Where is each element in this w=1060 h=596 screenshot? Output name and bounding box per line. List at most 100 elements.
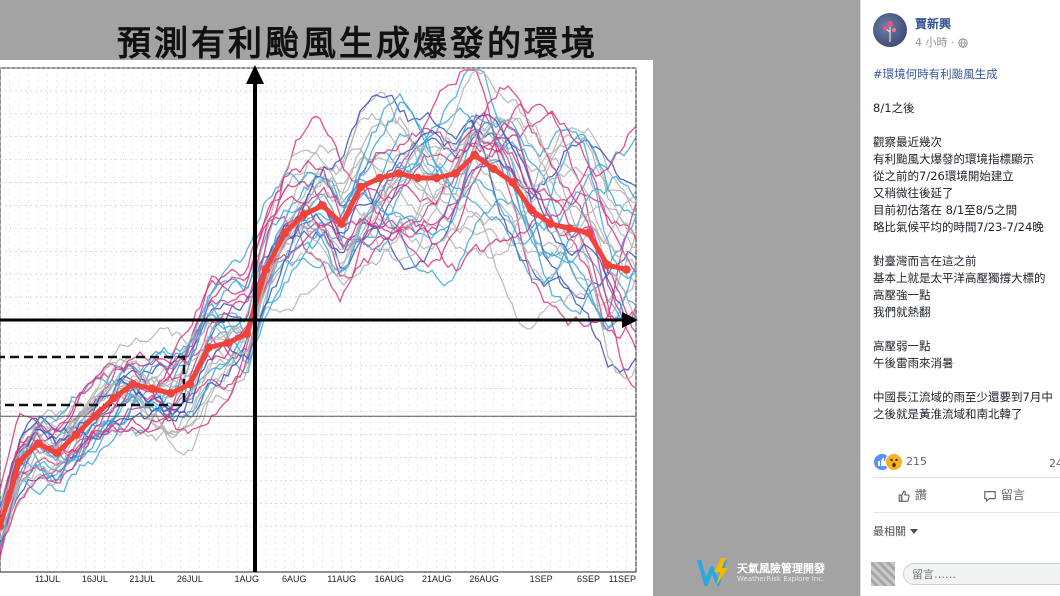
ensemble-mean-point (109, 393, 119, 403)
ensemble-member-line (0, 129, 637, 514)
brand-logo: 天氣風險管理開發 WeatherRisk Explore Inc. (697, 554, 857, 590)
ensemble-members (0, 69, 637, 558)
ensemble-member-line (0, 115, 637, 527)
comment-sort-dropdown[interactable]: 最相關 (873, 523, 918, 539)
x-tick-label: 1SEP (530, 574, 553, 584)
post-line: 從之前的7/26環境開始建立 (873, 169, 1014, 183)
comment-button[interactable]: 留言 (983, 486, 1025, 506)
post-line: 略比氣候平均的時間7/23-7/24晚 (873, 220, 1044, 234)
ensemble-mean-point (622, 265, 631, 274)
ensemble-mean-point (147, 384, 157, 393)
reactions-bar[interactable]: 215 24則 (873, 453, 1060, 471)
post-line: 基本上就是太平洋高壓獨撐大標的 (873, 271, 1046, 285)
post-line: 目前初估落在 8/1至8/5之間 (873, 203, 1018, 217)
post-line: 對臺灣而言在這之前 (873, 254, 977, 268)
ensemble-mean-point (489, 164, 498, 173)
x-tick-label: 26AUG (469, 574, 499, 584)
ensemble-mean-point (394, 169, 403, 178)
ensemble-member-line (0, 69, 637, 549)
ensemble-member-line (0, 85, 637, 512)
post-line: 觀察最近幾次 (873, 135, 942, 149)
ensemble-member-line (0, 132, 637, 529)
ensemble-member-line (0, 121, 637, 527)
x-tick-label: 21AUG (422, 574, 452, 584)
ensemble-member-line (0, 116, 637, 540)
ensemble-mean-point (71, 430, 81, 439)
x-tick-label: 21JUL (129, 574, 155, 584)
reaction-count[interactable]: 215 (906, 455, 927, 468)
ensemble-mean-point (185, 379, 195, 389)
ensemble-mean-point (52, 448, 62, 458)
x-tick-label: 11SEP (609, 574, 636, 584)
ensemble-mean-point (470, 150, 479, 160)
post-hashtag[interactable]: #環境何時有利颱風生成 (873, 67, 998, 81)
author-name[interactable]: 賈新興 (915, 17, 952, 31)
brand-subtitle: WeatherRisk Explore Inc. (737, 575, 825, 583)
ensemble-mean-point (565, 224, 574, 233)
globe-icon[interactable] (958, 38, 968, 48)
post-line: 8/1之後 (873, 101, 915, 115)
ensemble-mean-point (337, 219, 346, 228)
chart-panel: 11JUL 16JUL 21JUL 26JUL 1AUG 6AUG 11AUG 16AUG 21… (0, 60, 653, 596)
post-line: 我們就熱翻 (873, 305, 931, 319)
divider (873, 477, 1060, 478)
ensemble-mean-point (204, 343, 213, 352)
like-label: 讚 (914, 488, 927, 502)
ensemble-member-line (0, 69, 637, 490)
ensemble-mean-point (318, 201, 327, 210)
ensemble-mean-point (527, 205, 536, 215)
ensemble-mean-point (451, 169, 460, 178)
ensemble-mean-line (0, 152, 628, 527)
post-line: 午後雷雨來消暑 (873, 356, 954, 370)
ensemble-mean-point (223, 338, 232, 348)
x-tick-labels: 11JUL 16JUL 21JUL 26JUL 1AUG 6AUG 11AUG 16AUG 21… (35, 574, 636, 584)
slide-title: 預測有利颱風生成爆發的環境 (117, 24, 598, 64)
post-line: 高壓強一點 (873, 288, 931, 302)
divider (873, 512, 1060, 513)
ensemble-mean-point (33, 439, 43, 448)
highlight-box (0, 355, 186, 407)
post-line (873, 372, 1060, 389)
meta-separator: · (951, 36, 958, 49)
ensemble-mean-point (546, 219, 555, 228)
ensemble-mean-point (299, 210, 308, 219)
x-tick-label: 1AUG (235, 574, 260, 584)
x-tick-label: 26JUL (177, 574, 203, 584)
ensemble-mean-point (14, 457, 24, 467)
post-line: 有利颱風大爆發的環境指標顯示 (873, 152, 1034, 166)
ensemble-mean-point (0, 522, 5, 531)
x-tick-label: 6SEP (577, 574, 600, 584)
comment-count[interactable]: 24則 (1049, 457, 1060, 470)
ensemble-member-line (0, 133, 637, 525)
ensemble-member-line (0, 139, 637, 547)
wow-reaction-icon (885, 453, 903, 471)
ensemble-member-line (0, 117, 637, 533)
ensemble-mean-point (242, 329, 251, 338)
ensemble-mean-series (0, 150, 631, 531)
post-line: 中國長江流域的雨至少還要到7月中 (873, 390, 1053, 404)
comment-sort-label: 最相關 (873, 525, 906, 538)
ensemble-mean-point (128, 379, 138, 389)
comment-bubble-icon (984, 490, 996, 502)
ensemble-mean-point (584, 228, 593, 238)
post-line (873, 83, 1060, 100)
ensemble-mean-point (356, 182, 365, 192)
post-line (873, 321, 1060, 338)
author-avatar[interactable] (873, 13, 907, 47)
ensemble-member-line (0, 126, 637, 551)
ensemble-mean-point (603, 260, 612, 270)
x-tick-label: 11AUG (327, 574, 356, 584)
plum-blossom-icon (882, 21, 896, 42)
thumbs-up-icon (898, 490, 910, 502)
post-timestamp[interactable]: 4 小時 · (915, 34, 968, 50)
ensemble-member-line (0, 144, 637, 528)
post-time[interactable]: 4 小時 (915, 36, 948, 49)
caret-down-icon (909, 529, 918, 534)
ensemble-member-line (0, 116, 637, 541)
ensemble-mean-point (90, 412, 100, 421)
x-tick-label: 16AUG (374, 574, 404, 584)
ensemble-member-line (0, 120, 637, 510)
weatherrisk-logo-icon (697, 558, 728, 586)
comment-input[interactable] (903, 563, 1060, 585)
like-button[interactable]: 讚 (897, 486, 927, 506)
